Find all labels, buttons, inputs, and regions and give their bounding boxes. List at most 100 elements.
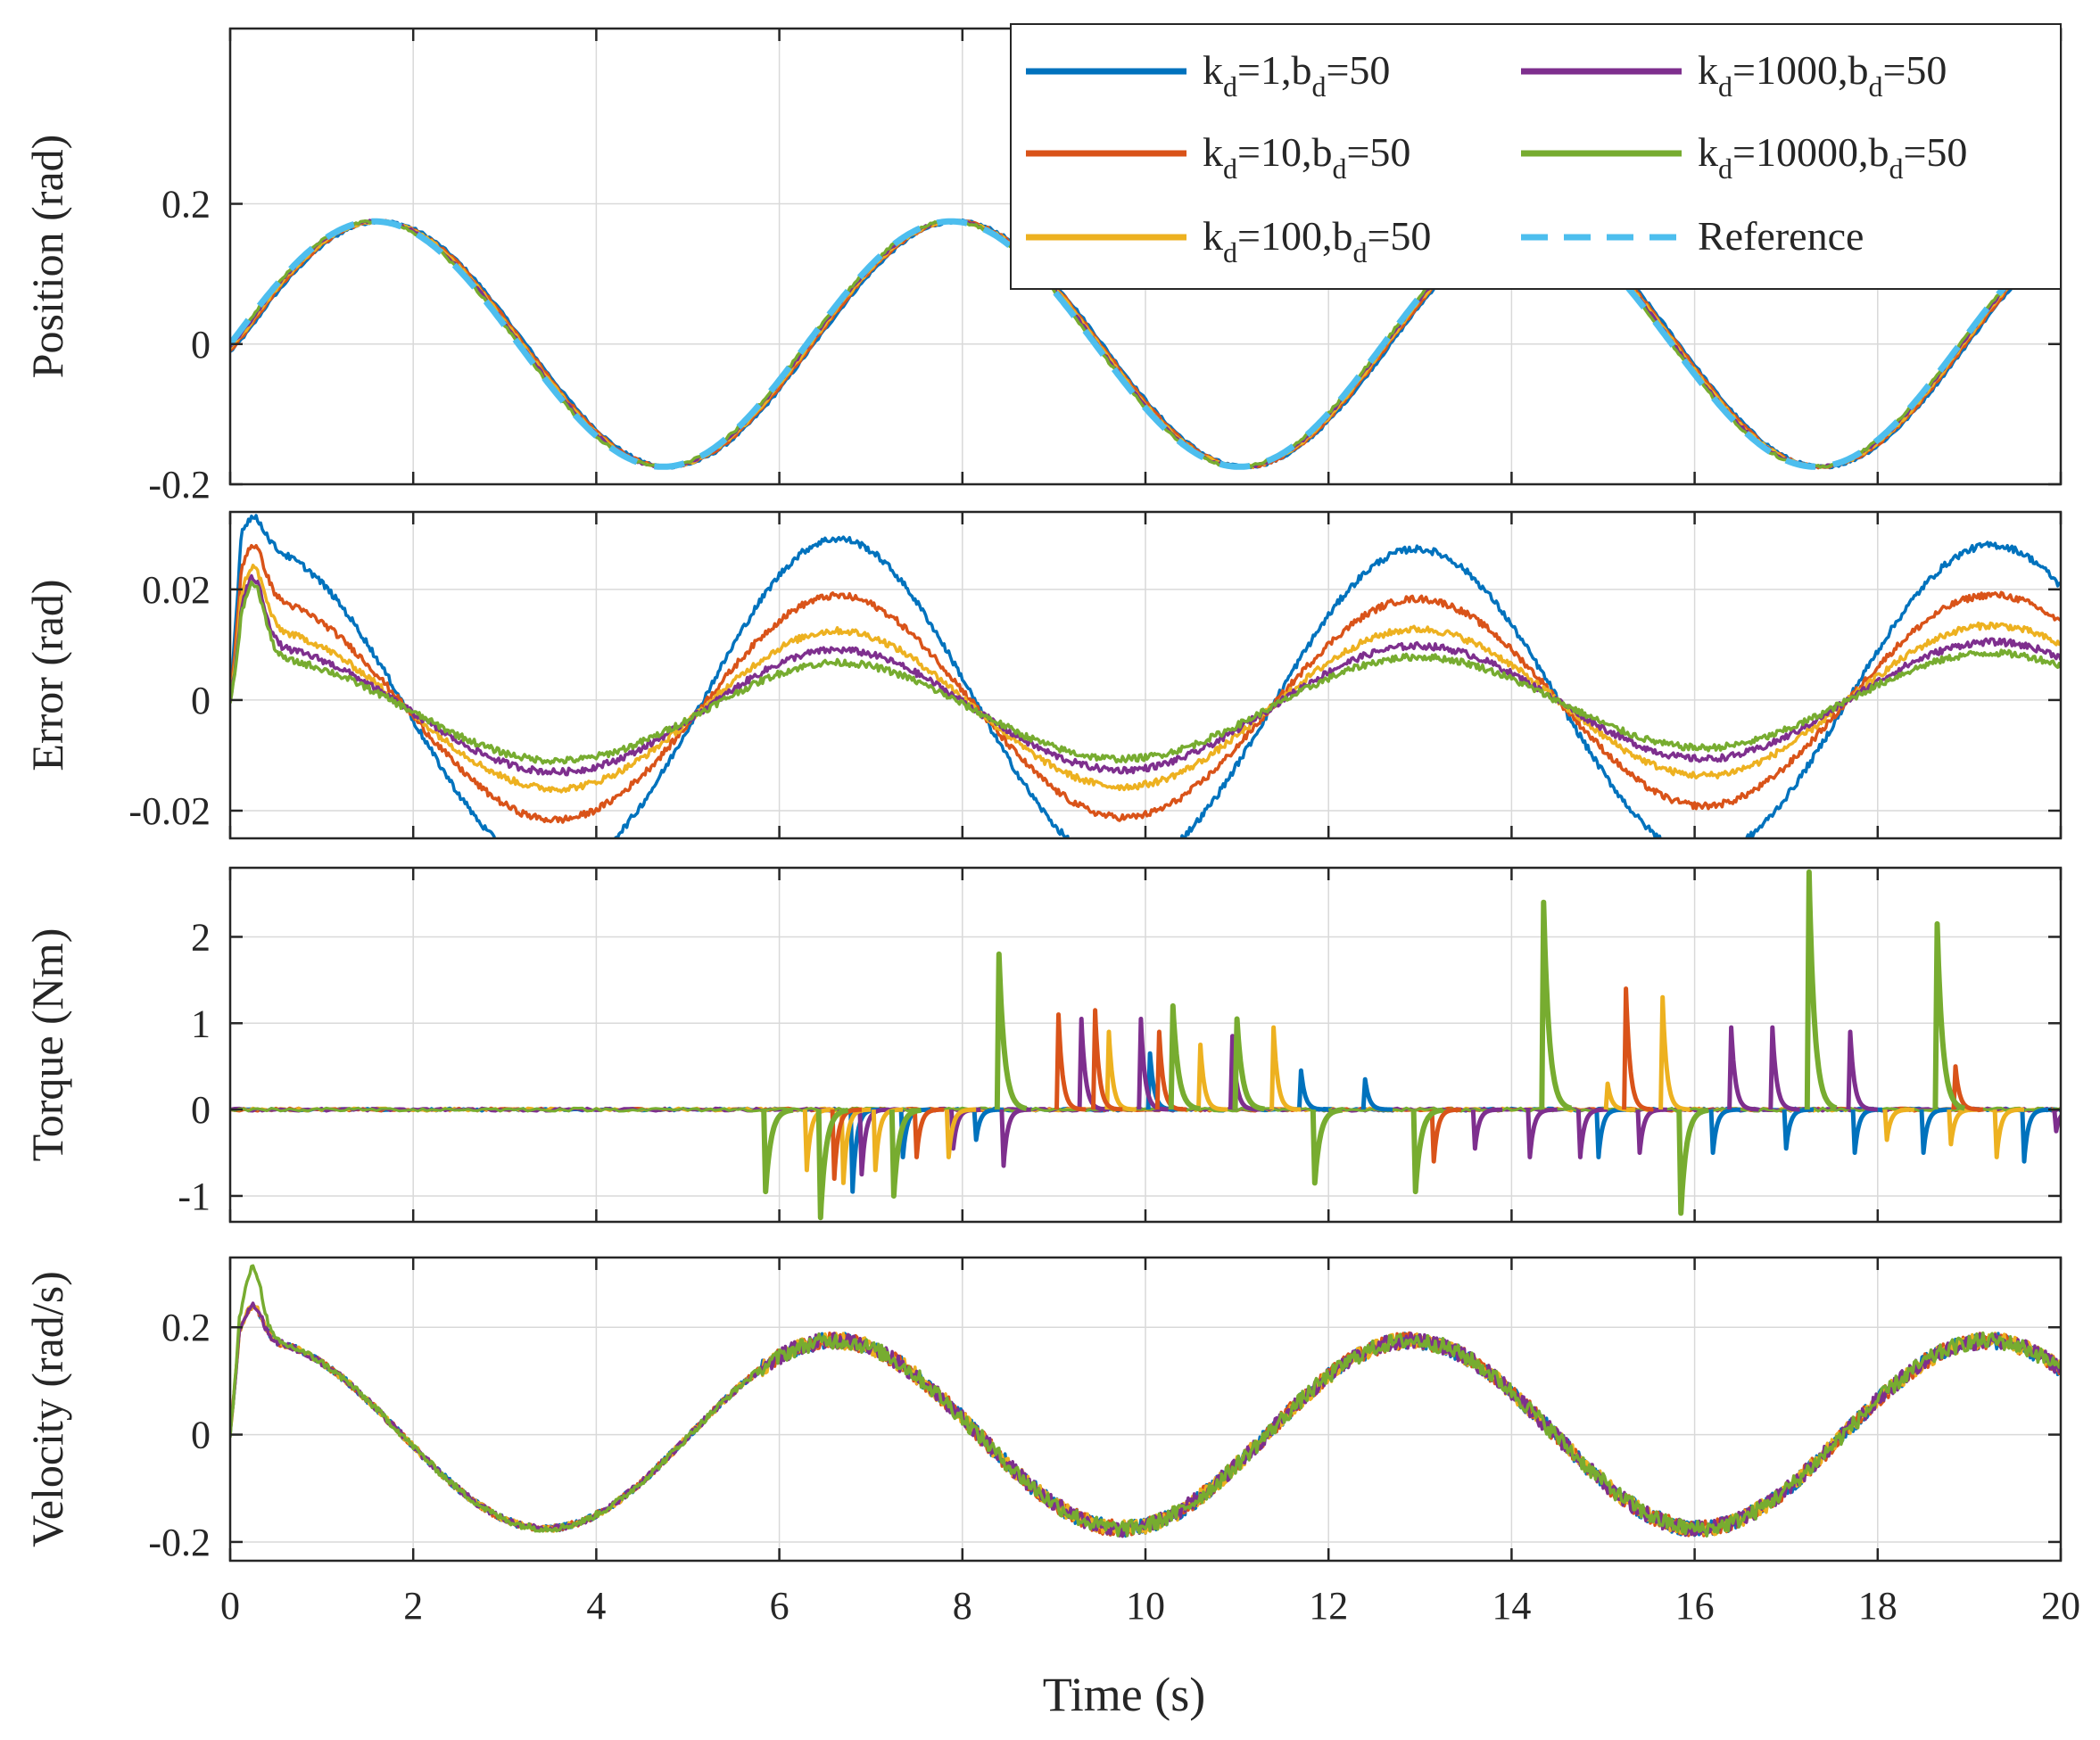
x-tick-label: 0 [220, 1584, 240, 1628]
torque-spike-k1 [1594, 1107, 1628, 1159]
torque-spike-k100 [944, 1107, 978, 1159]
torque-spike-k1 [1782, 1107, 1815, 1151]
y-tick-label: -0.2 [148, 1521, 211, 1564]
torque-spike-k100 [1269, 1025, 1303, 1112]
legend-entry-ref: Reference [1698, 213, 1864, 259]
torque-spike-k100 [1992, 1107, 2026, 1159]
plot-area [230, 218, 2061, 470]
torque-spike-k10000 [889, 1107, 923, 1199]
torque-spike-k100 [1947, 1107, 1980, 1147]
torque-spike-k10 [912, 1107, 946, 1159]
torque-spike-k1000 [999, 1107, 1033, 1168]
torque-spike-k10000 [1676, 1107, 1711, 1216]
y-tick-label: 0.02 [142, 568, 211, 612]
torque-spike-k10000 [1410, 1107, 1445, 1195]
torque-spike-k1000 [1635, 1107, 1669, 1155]
y-tick-label: 0 [191, 679, 211, 722]
x-tick-label: 20 [2041, 1584, 2080, 1628]
y-tick-label: 0 [191, 1088, 211, 1132]
plot-area [230, 1264, 2061, 1538]
torque-spike-k1000 [1768, 1025, 1802, 1112]
legend-entry-k10: kd=10,bd=50 [1203, 129, 1410, 185]
torque-spike-k10 [1091, 1008, 1125, 1112]
torque-spike-k10 [1429, 1107, 1463, 1164]
torque-spike-k10000 [761, 1107, 796, 1195]
torque-spike-k100 [1882, 1107, 1916, 1142]
torque-spike-k100 [1196, 1043, 1230, 1112]
legend: kd=1,bd=50 kd=10,bd=50 kd=100,bd=50 kd=1000… [1010, 23, 2062, 290]
panel-velocity: -0.2 0 0.2 Velocity (rad/s) [22, 1256, 2063, 1564]
y-axis-label-torque: Torque (Nm) [22, 928, 72, 1162]
x-tick-label: 14 [1492, 1584, 1531, 1628]
x-tick-label: 10 [1126, 1584, 1165, 1628]
y-tick-label: 0.2 [161, 183, 211, 227]
legend-entry-k10000: kd=10000,bd=50 [1698, 129, 1967, 185]
panel-error: -0.02 0 0.02 Error (rad) [22, 510, 2063, 840]
x-tick-label: 18 [1858, 1584, 1897, 1628]
torque-spike-k10000 [1804, 869, 1839, 1111]
y-tick-label: -0.02 [128, 789, 211, 833]
torque-spike-k1000 [1575, 1107, 1609, 1159]
torque-spike-k10 [1622, 986, 1656, 1112]
torque-spike-k10000 [994, 951, 1029, 1111]
torque-spike-k1 [1360, 1076, 1394, 1112]
torque-spike-k100 [871, 1107, 905, 1173]
series-line-k100 [230, 564, 2061, 794]
torque-spike-k1 [1296, 1068, 1330, 1112]
x-tick-label: 6 [770, 1584, 790, 1628]
torque-spike-k1000 [2052, 1109, 2061, 1134]
legend-entry-k1: kd=1,bd=50 [1203, 47, 1390, 103]
y-tick-label: 0 [191, 1414, 211, 1457]
x-tick-label: 4 [586, 1584, 606, 1628]
series-line-k1 [230, 514, 2061, 838]
y-tick-label: 1 [191, 1002, 211, 1045]
torque-spike-k10000 [1168, 1002, 1203, 1112]
y-tick-label: 2 [191, 915, 211, 959]
torque-spike-k10 [1951, 1064, 1985, 1112]
torque-spike-k100 [1104, 1029, 1138, 1112]
torque-spike-k100 [1658, 994, 1692, 1112]
series-line-reference [230, 218, 2061, 470]
series-line-k10 [230, 543, 2061, 824]
series-line-k1000 [230, 573, 2061, 777]
torque-spike-k1 [971, 1107, 1005, 1142]
y-axis-label-velocity: Velocity (rad/s) [22, 1271, 72, 1547]
y-tick-label: 0.2 [161, 1306, 211, 1349]
torque-spike-k10 [1054, 1012, 1087, 1112]
torque-spike-k1000 [1727, 1025, 1761, 1112]
x-tick-label: 12 [1309, 1584, 1348, 1628]
torque-spike-k100 [839, 1107, 872, 1185]
torque-spike-k10000 [815, 1107, 850, 1221]
legend-entry-k1000: kd=1000,bd=50 [1698, 47, 1947, 103]
torque-spike-k1000 [1137, 1017, 1170, 1112]
torque-spike-k10000 [1310, 1107, 1344, 1186]
torque-spike-k1 [1708, 1107, 1742, 1155]
panels: -0.2 0 0.2 Position (rad) -0.02 0 0.02 Error (r… [22, 27, 2063, 1564]
torque-spike-k1 [1919, 1107, 1953, 1155]
y-axis-label-error: Error (rad) [22, 579, 72, 771]
plot-area [230, 514, 2061, 838]
torque-spike-k1000 [1846, 1029, 1880, 1112]
x-axis-label: Time (s) [1043, 1668, 1206, 1721]
torque-spike-k10000 [1539, 899, 1574, 1111]
x-axis: 0 2 4 6 8 10 12 14 16 18 20 [220, 1584, 2080, 1628]
torque-spike-k100 [1603, 1081, 1637, 1112]
x-tick-label: 2 [403, 1584, 423, 1628]
torque-spike-k1000 [1470, 1107, 1504, 1151]
y-tick-label: -1 [178, 1175, 211, 1218]
torque-spike-k10000 [1932, 920, 1967, 1111]
torque-spike-k10000 [1232, 1016, 1267, 1112]
series-line-k10000 [230, 580, 2061, 765]
y-tick-label: 0 [191, 323, 211, 367]
plot-area [230, 869, 2061, 1221]
torque-spike-k1 [2020, 1107, 2054, 1164]
series-line-k10000 [230, 1264, 2061, 1538]
y-tick-label: -0.2 [148, 463, 211, 507]
panel-torque: -1 0 1 2 Torque (Nm) [22, 866, 2063, 1224]
y-axis-label-position: Position (rad) [22, 135, 72, 379]
legend-entry-k100: kd=100,bd=50 [1203, 213, 1431, 268]
x-tick-label: 8 [953, 1584, 972, 1628]
x-tick-label: 16 [1675, 1584, 1715, 1628]
torque-spike-k1000 [1525, 1107, 1559, 1159]
